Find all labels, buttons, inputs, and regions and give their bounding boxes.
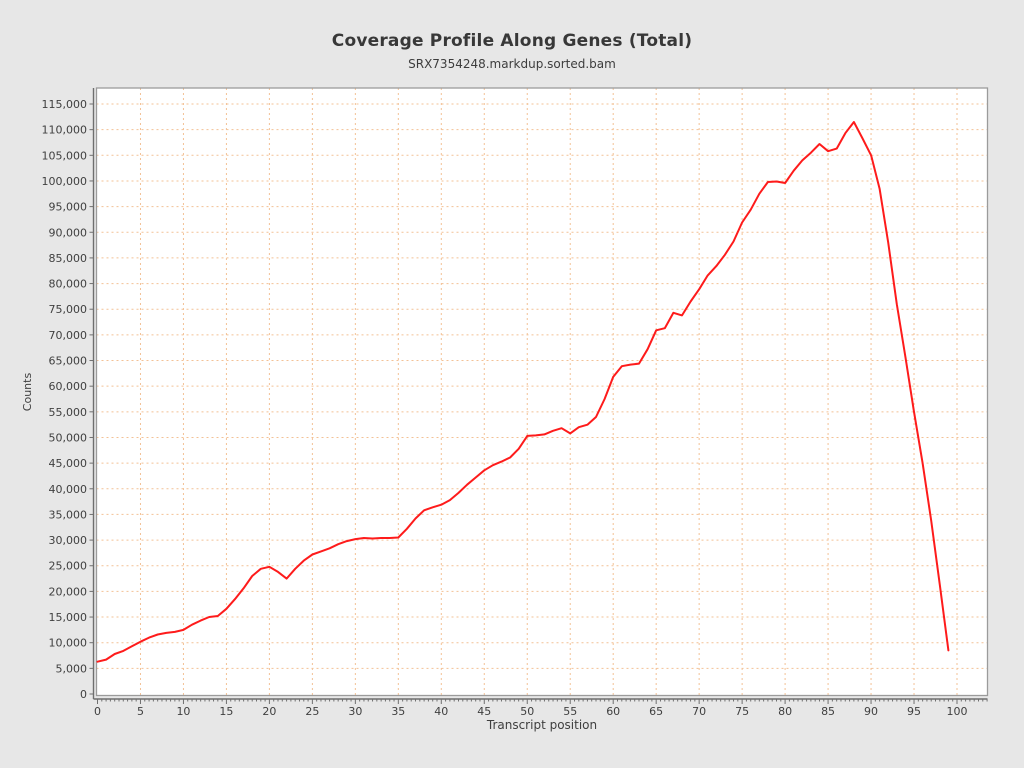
x-tick-label: 75: [735, 705, 749, 718]
y-tick-label: 15,000: [49, 611, 88, 624]
x-tick-label: 45: [477, 705, 491, 718]
x-tick-label: 100: [947, 705, 968, 718]
x-tick-label: 55: [563, 705, 577, 718]
chart-title: Coverage Profile Along Genes (Total): [331, 31, 693, 51]
y-tick-label: 25,000: [49, 560, 88, 573]
y-tick-label: 0: [80, 688, 87, 701]
y-tick-label: 55,000: [49, 406, 88, 419]
y-tick-label: 95,000: [49, 201, 88, 214]
x-tick-label: 90: [864, 705, 878, 718]
y-tick-label: 40,000: [49, 483, 88, 496]
x-tick-label: 60: [606, 705, 620, 718]
x-tick-label: 35: [391, 705, 405, 718]
plot-frame: [95, 87, 989, 697]
y-tick-label: 45,000: [49, 457, 88, 470]
y-tick-label: 90,000: [49, 226, 88, 239]
y-tick-label: 60,000: [49, 380, 88, 393]
x-tick-label: 20: [262, 705, 276, 718]
x-tick-label: 5: [137, 705, 144, 718]
x-tick-label: 15: [219, 705, 233, 718]
x-tick-label: 85: [821, 705, 835, 718]
x-tick-label: 30: [348, 705, 362, 718]
y-axis-title: Counts: [21, 373, 34, 412]
x-tick-label: 25: [305, 705, 319, 718]
y-tick-label: 10,000: [49, 637, 88, 650]
y-tick-label: 85,000: [49, 252, 88, 265]
x-tick-label: 95: [907, 705, 921, 718]
x-tick-label: 40: [434, 705, 448, 718]
y-tick-label: 70,000: [49, 329, 88, 342]
y-tick-label: 35,000: [49, 508, 88, 521]
coverage-series-line: [96, 121, 950, 663]
y-tick-label: 75,000: [49, 303, 88, 316]
y-tick-label: 80,000: [49, 278, 88, 291]
y-tick-label: 30,000: [49, 534, 88, 547]
y-tick-label: 65,000: [49, 355, 88, 368]
y-tick-label: 5,000: [56, 662, 88, 675]
x-tick-label: 10: [176, 705, 190, 718]
x-tick-label: 0: [94, 705, 101, 718]
y-tick-label: 50,000: [49, 431, 88, 444]
x-axis-title: Transcript position: [486, 718, 597, 732]
plot-area: [96, 88, 988, 696]
y-tick-label: 110,000: [42, 124, 88, 137]
y-tick-label: 115,000: [42, 98, 88, 111]
y-tick-label: 100,000: [42, 175, 88, 188]
y-tick-label: 20,000: [49, 585, 88, 598]
x-tick-label: 70: [692, 705, 706, 718]
x-tick-label: 80: [778, 705, 792, 718]
y-tick-label: 105,000: [42, 149, 88, 162]
x-tick-label: 65: [649, 705, 663, 718]
chart-subtitle: SRX7354248.markdup.sorted.bam: [408, 57, 616, 71]
x-tick-label: 50: [520, 705, 534, 718]
